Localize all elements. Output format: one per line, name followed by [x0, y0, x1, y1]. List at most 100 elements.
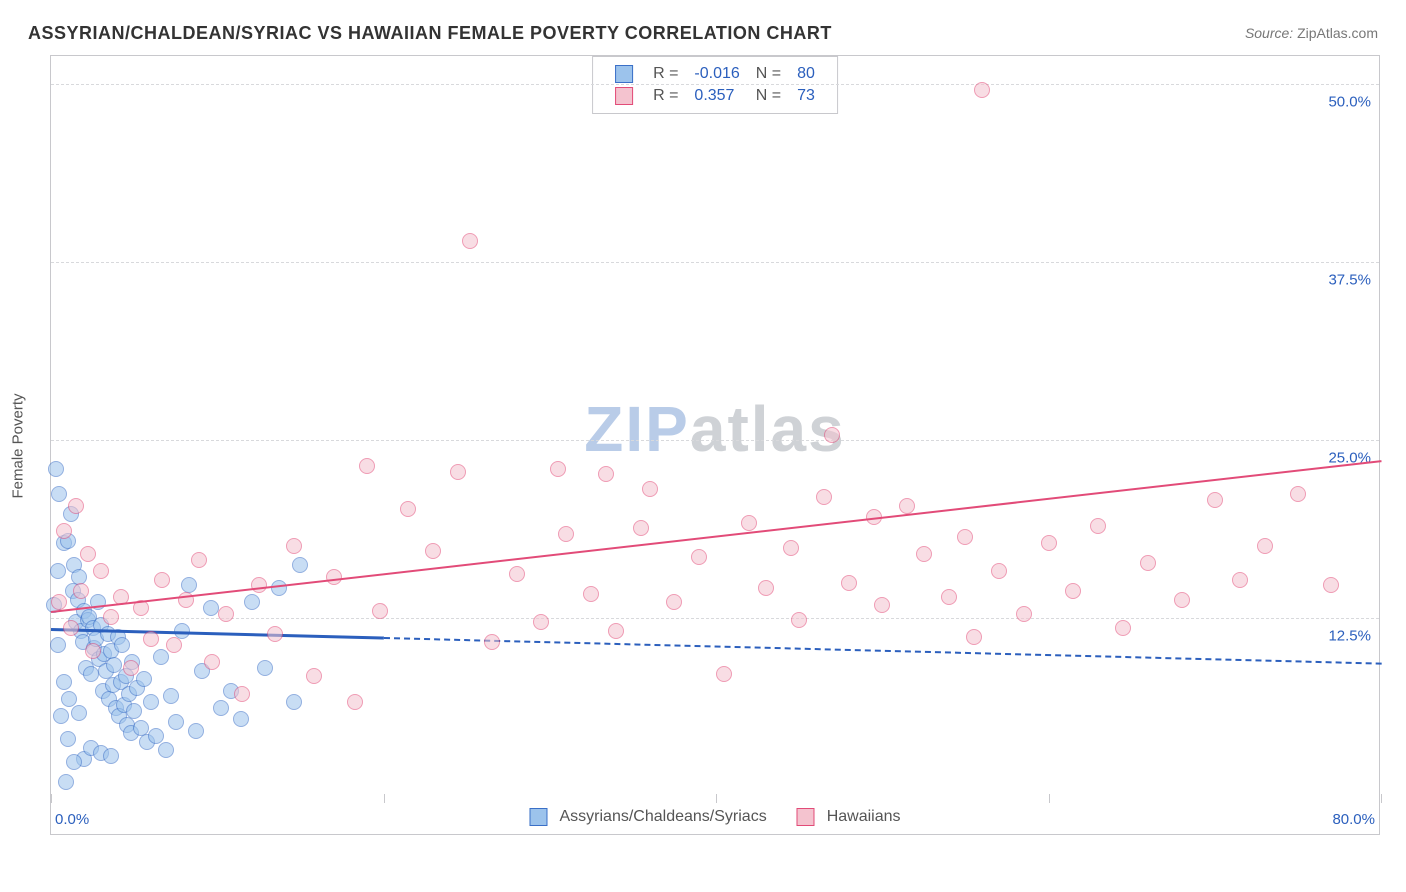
data-point [143, 694, 159, 710]
legend-swatch-icon [615, 65, 633, 83]
data-point [114, 637, 130, 653]
data-point [203, 600, 219, 616]
data-point [286, 694, 302, 710]
legend-r-value: 0.357 [686, 85, 747, 107]
data-point [80, 546, 96, 562]
data-point [484, 634, 500, 650]
data-point [103, 748, 119, 764]
data-point [1323, 577, 1339, 593]
data-point [598, 466, 614, 482]
legend-row: R =0.357N =73 [607, 85, 823, 107]
chart-title: ASSYRIAN/CHALDEAN/SYRIAC VS HAWAIIAN FEM… [28, 23, 832, 44]
data-point [326, 569, 342, 585]
data-point [143, 631, 159, 647]
legend-series-name: Hawaiians [827, 808, 901, 826]
y-axis-title: Female Poverty [10, 393, 27, 498]
legend-series-name: Assyrians/Chaldeans/Syriacs [559, 808, 766, 826]
series-legend: Assyrians/Chaldeans/Syriacs Hawaiians [529, 808, 900, 826]
data-point [51, 594, 67, 610]
data-point [163, 688, 179, 704]
x-tick [716, 794, 717, 803]
data-point [271, 580, 287, 596]
data-point [957, 529, 973, 545]
data-point [56, 674, 72, 690]
data-point [233, 711, 249, 727]
data-point [204, 654, 220, 670]
data-point [153, 649, 169, 665]
data-point [66, 754, 82, 770]
data-point [716, 666, 732, 682]
data-point [841, 575, 857, 591]
data-point [267, 626, 283, 642]
data-point [1257, 538, 1273, 554]
source-name: ZipAtlas.com [1297, 25, 1378, 41]
x-tick-label: 80.0% [1332, 811, 1375, 828]
y-tick-label: 37.5% [1328, 272, 1371, 289]
x-tick [1381, 794, 1382, 803]
legend-row: R =-0.016N =80 [607, 63, 823, 85]
legend-swatch-icon [797, 808, 815, 826]
data-point [816, 489, 832, 505]
data-point [608, 623, 624, 639]
gridline [51, 262, 1379, 263]
data-point [899, 498, 915, 514]
legend-n-label: N = [748, 63, 789, 85]
data-point [251, 577, 267, 593]
y-tick-label: 12.5% [1328, 628, 1371, 645]
data-point [85, 643, 101, 659]
legend-r-label: R = [645, 63, 686, 85]
data-point [558, 526, 574, 542]
data-point [213, 700, 229, 716]
data-point [58, 774, 74, 790]
data-point [874, 597, 890, 613]
data-point [218, 606, 234, 622]
data-point [974, 82, 990, 98]
data-point [400, 501, 416, 517]
data-point [372, 603, 388, 619]
data-point [51, 486, 67, 502]
legend-n-value: 73 [789, 85, 823, 107]
data-point [791, 612, 807, 628]
watermark-b: atlas [690, 393, 846, 465]
data-point [48, 461, 64, 477]
trend-line [51, 460, 1381, 613]
legend-n-label: N = [748, 85, 789, 107]
data-point [633, 520, 649, 536]
x-tick [1049, 794, 1050, 803]
data-point [103, 609, 119, 625]
data-point [53, 708, 69, 724]
data-point [60, 731, 76, 747]
gridline [51, 618, 1379, 619]
data-point [191, 552, 207, 568]
data-point [154, 572, 170, 588]
legend-item: Assyrians/Chaldeans/Syriacs [529, 808, 766, 826]
data-point [425, 543, 441, 559]
gridline [51, 440, 1379, 441]
data-point [359, 458, 375, 474]
legend-n-value: 80 [789, 63, 823, 85]
data-point [450, 464, 466, 480]
data-point [71, 705, 87, 721]
data-point [61, 691, 77, 707]
data-point [666, 594, 682, 610]
data-point [462, 233, 478, 249]
data-point [83, 666, 99, 682]
x-tick [384, 794, 385, 803]
chart-header: ASSYRIAN/CHALDEAN/SYRIAC VS HAWAIIAN FEM… [28, 18, 1378, 48]
data-point [1207, 492, 1223, 508]
data-point [286, 538, 302, 554]
data-point [741, 515, 757, 531]
data-point [642, 481, 658, 497]
data-point [257, 660, 273, 676]
data-point [68, 498, 84, 514]
data-point [916, 546, 932, 562]
data-point [1140, 555, 1156, 571]
data-point [1065, 583, 1081, 599]
data-point [234, 686, 250, 702]
data-point [188, 723, 204, 739]
plot-area: ZIPatlas R =-0.016N =80R =0.357N =73 Ass… [50, 55, 1380, 835]
data-point [1016, 606, 1032, 622]
data-point [50, 637, 66, 653]
data-point [1290, 486, 1306, 502]
data-point [550, 461, 566, 477]
